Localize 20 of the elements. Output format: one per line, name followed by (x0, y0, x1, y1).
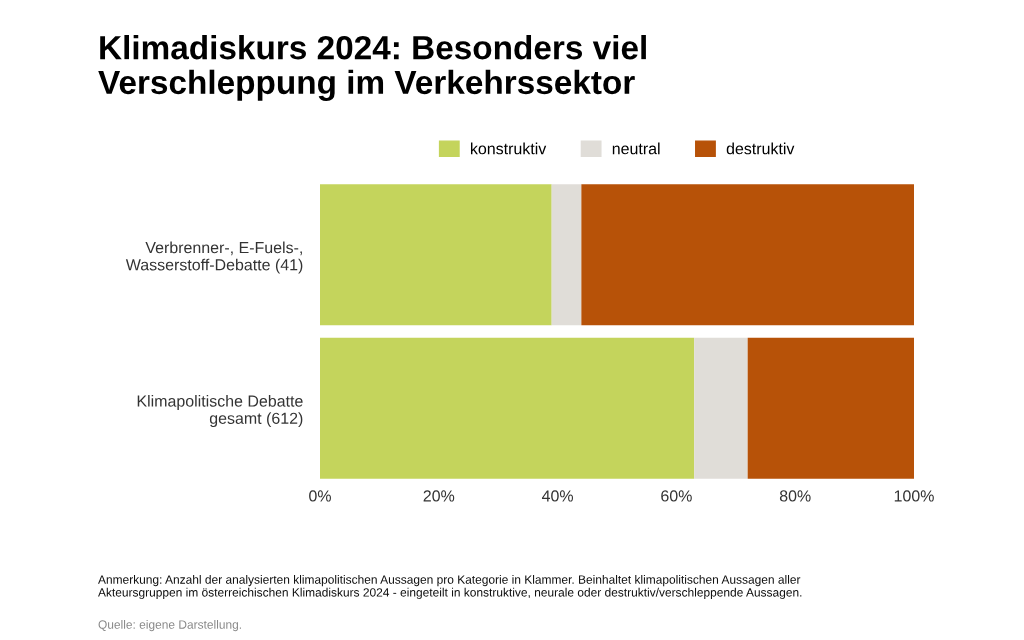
bar (551, 184, 582, 326)
bar (320, 337, 695, 479)
bar (694, 337, 748, 479)
x-tick-label: 40% (541, 490, 574, 502)
text: Anmerkung: Anzahl der analysierten klimapolitischen Aussagen pro Kategorie in Klammer. Beinhaltet klimapolitischen Aussagen aller Akteursgruppen im österreichischen Klimadiskurs 2024 - eingeteilt in konstruktive, neurale oder destruktiv/verschleppende Aussagen. (98, 575, 802, 599)
legend-label: neutral (612, 142, 660, 155)
x-tick-label: 20% (423, 490, 455, 502)
y-tick-label: Verbrenner-, E-Fuels-, Wasserstoff-Debatte (41) (125, 241, 303, 274)
bar (320, 184, 552, 326)
x-tick-label: 80% (779, 490, 811, 502)
y-tick-label: Klimapolitische Debatte gesamt (612) (137, 395, 303, 428)
bar (581, 184, 914, 326)
chart-title: Klimadiskurs 2024: Besonders viel Verschleppung im Verkehrssektor (98, 35, 646, 101)
bar (747, 337, 914, 479)
x-tick-label: 60% (661, 490, 692, 502)
x-tick-label: 0% (309, 490, 331, 502)
legend-label: destruktiv (726, 142, 795, 155)
x-tick-label: 100% (894, 490, 934, 502)
legend-label: konstruktiv (471, 142, 547, 155)
source-note: Quelle: eigene Darstellung. (98, 620, 241, 632)
